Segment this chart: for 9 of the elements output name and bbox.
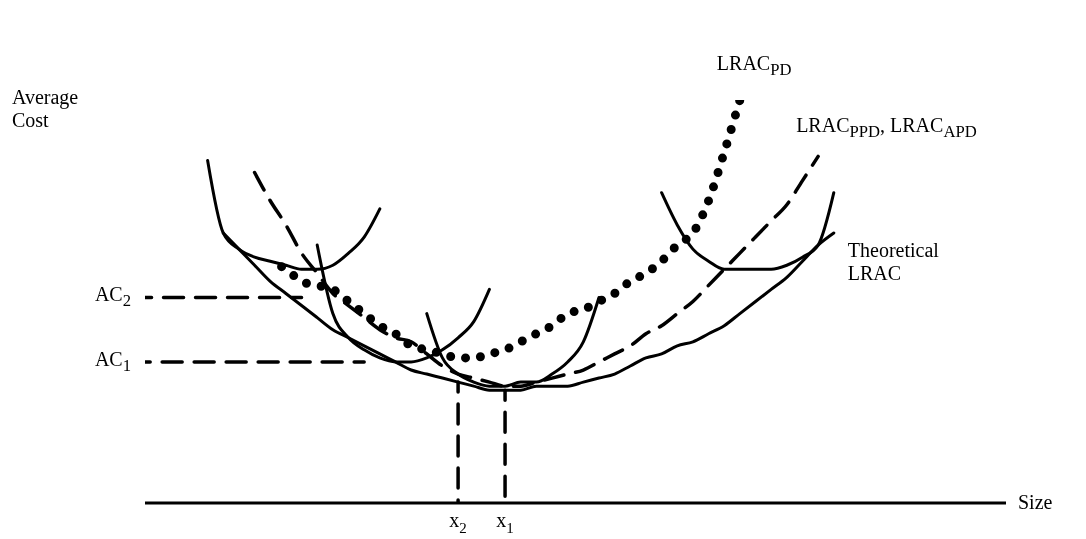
series-label: AC$_{2}$	[94, 283, 131, 311]
x-axis-title: Size	[1018, 491, 1053, 514]
x-tick-label: x$_{2}$	[449, 509, 467, 536]
series-label: Theoretical LRAC	[847, 238, 940, 285]
series-label: AC$_{1}$	[94, 347, 131, 376]
x-tick-label: x$_{1}$	[496, 509, 514, 536]
series-label: LRAC$_{PD}$	[716, 52, 793, 80]
y-axis-title: Average Cost	[12, 86, 80, 132]
series-label: LRAC$_{PPD}$, LRAC$_{APD}$	[796, 114, 978, 142]
